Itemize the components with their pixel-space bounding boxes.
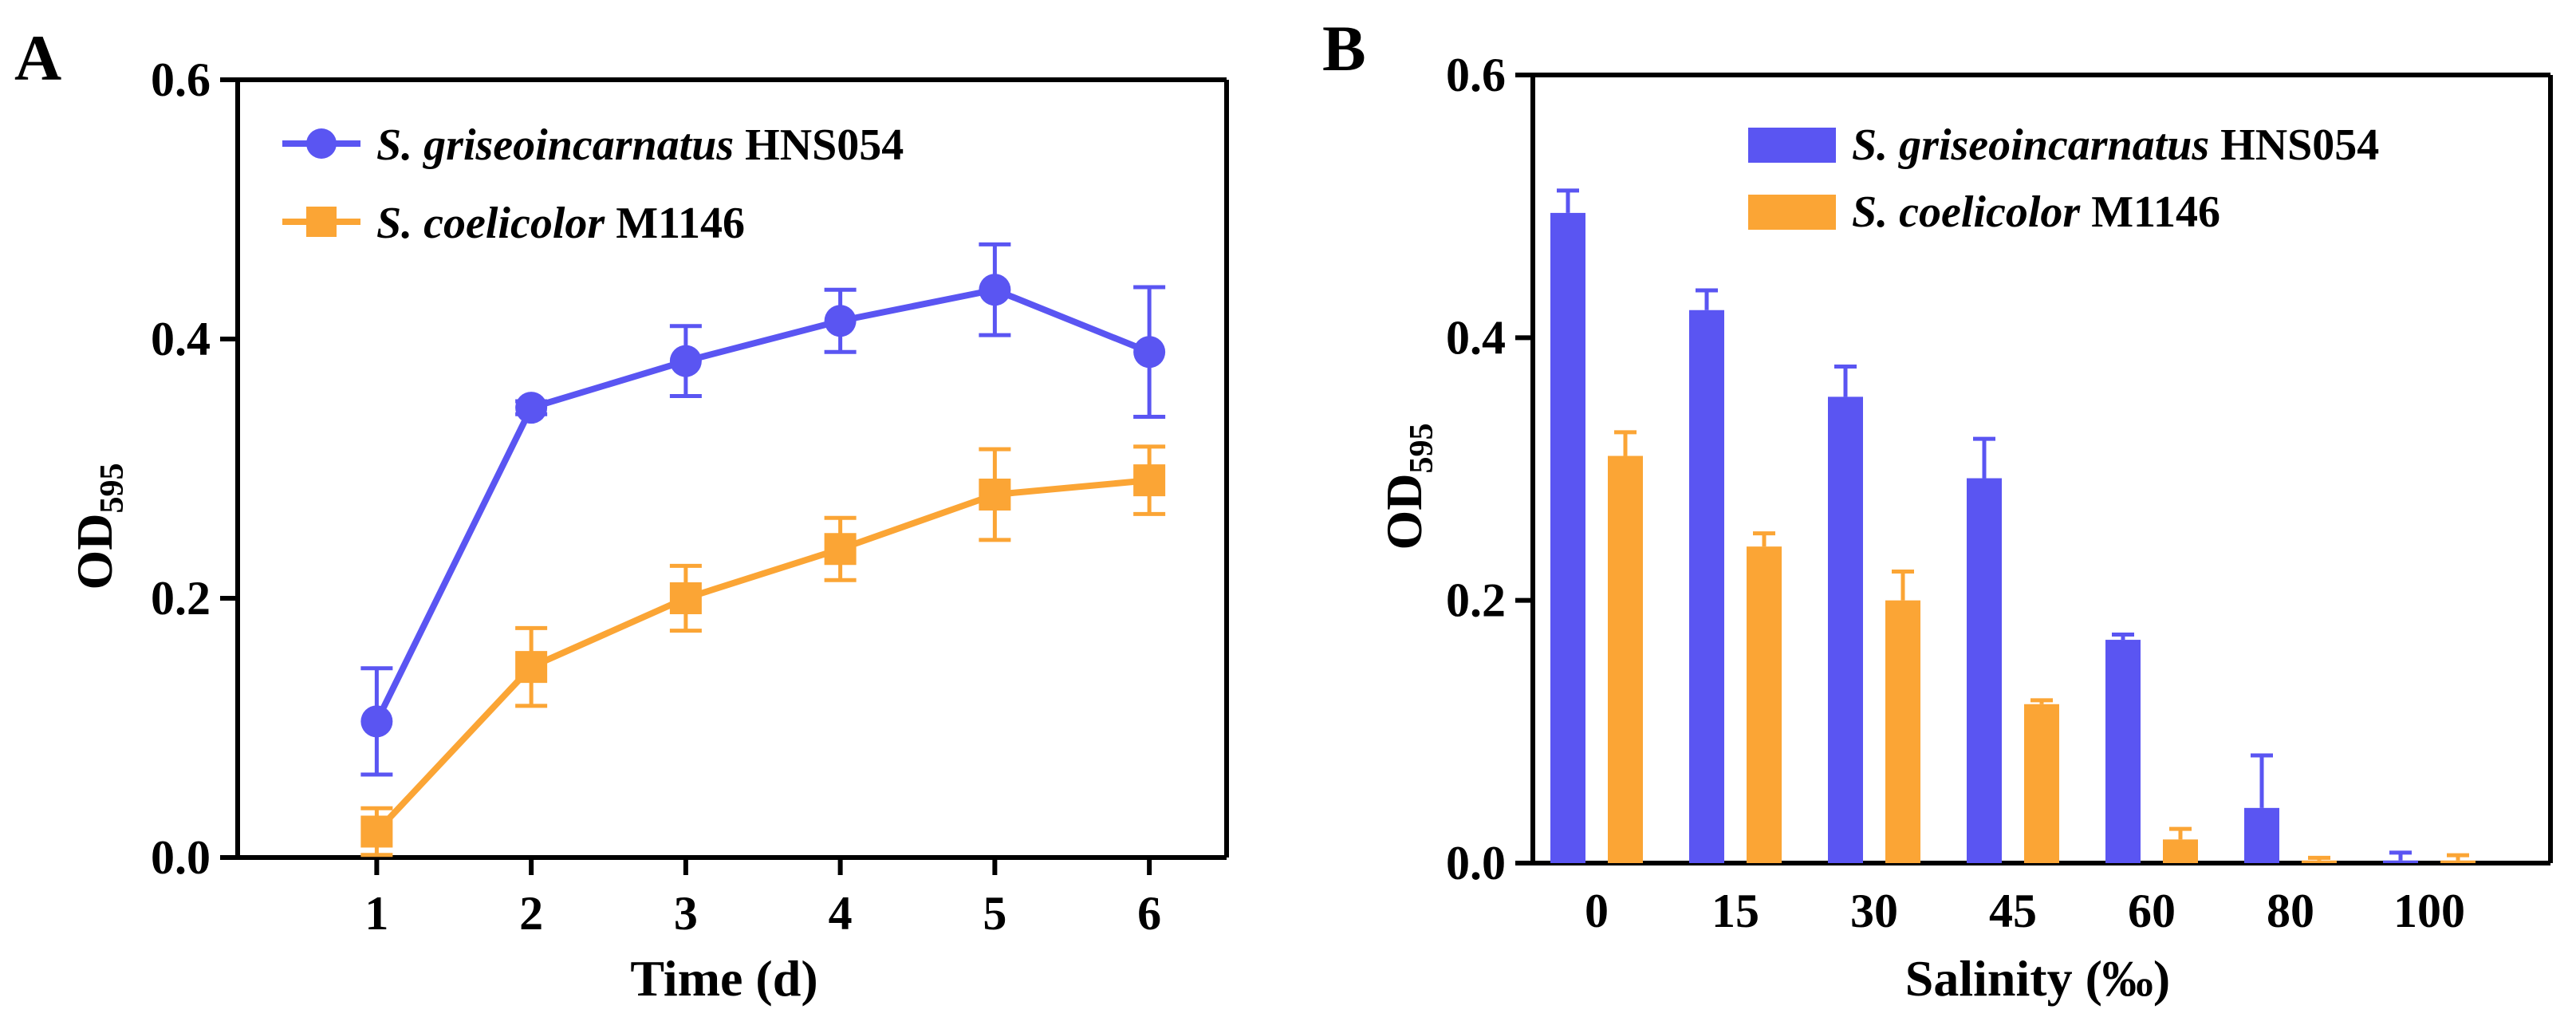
panel-b-legend-label-1: S. griseoincarnatus HNS054 [1852, 120, 2379, 170]
panel-a-legend-item-2: S. coelicolor M1146 [282, 199, 745, 248]
panel-b-x-tick-label: 45 [1989, 885, 2037, 937]
panel-b-legend-label-2-rest: M1146 [2080, 187, 2220, 237]
panel-b-x-tick-label: 80 [2267, 885, 2314, 937]
panel-b-bar-series-1 [1967, 478, 2002, 863]
panel-b-legend-swatch-2 [1748, 195, 1836, 230]
panel-a-line-chart: A 0.0 0.2 0.4 0.6 1 2 3 4 5 6 Time (d) OD595 S. g… [14, 22, 1229, 1007]
panel-b-y-axis-title: OD595 [1376, 424, 1440, 550]
panel-a-data-point [1133, 336, 1166, 369]
panel-a-x-tick-label: 2 [519, 887, 543, 940]
panel-b-bar-series-1 [1828, 396, 1863, 863]
panel-b-bar-series-2 [2302, 860, 2337, 863]
panel-b-x-tick-label: 30 [1850, 885, 1898, 937]
panel-a-legend: S. griseoincarnatus HNS054 S. coelicolor… [282, 120, 904, 248]
panel-a-series-line-2 [374, 477, 1150, 834]
panel-b-bar-series-1 [2105, 640, 2141, 863]
panel-b-bar-series-2 [2024, 704, 2059, 863]
panel-b-bar-series-2 [2440, 860, 2476, 863]
panel-b-plot: 0.0 0.2 0.4 0.6 0 15 30 45 60 80 100 [1446, 49, 2553, 937]
panel-b-bar-series-2 [2163, 839, 2198, 863]
panel-a-data-point [515, 392, 548, 424]
panel-a-legend-item-1: S. griseoincarnatus HNS054 [282, 120, 904, 170]
panel-b-y-tick-label: 0.0 [1446, 837, 1506, 889]
panel-b-bar-series-1 [1550, 212, 1585, 863]
panel-a-data-point [979, 274, 1011, 306]
panel-a-x-axis-title: Time (d) [630, 950, 817, 1007]
panel-a-data-point [515, 651, 548, 684]
panel-a-legend-label-1-rest: HNS054 [734, 120, 904, 170]
panel-b-bar-series-1 [1689, 310, 1724, 864]
panel-a-y-tick-label: 0.0 [151, 831, 211, 884]
panel-b-legend-item-2: S. coelicolor M1146 [1748, 187, 2220, 237]
panel-a-plot: 0.0 0.2 0.4 0.6 1 2 3 4 5 6 [151, 53, 1229, 940]
panel-a-data-point [979, 479, 1011, 511]
panel-b-legend-label-2: S. coelicolor M1146 [1852, 187, 2220, 237]
panel-a-legend-label-1: S. griseoincarnatus HNS054 [376, 120, 904, 170]
panel-b-bar-chart: B 0.0 0.2 0.4 0.6 0 15 30 45 60 80 100 Salinity (‰… [1322, 12, 2553, 1007]
panel-a-legend-marker-1 [306, 128, 337, 159]
panel-a-y-axis-title-main: OD [66, 514, 123, 590]
panel-a-x-tick-label: 6 [1137, 887, 1161, 940]
panel-b-legend: S. griseoincarnatus HNS054 S. coelicolor… [1748, 120, 2379, 237]
panel-b-bar-series-2 [1608, 455, 1643, 863]
panel-b-y-tick-label: 0.4 [1446, 311, 1506, 364]
panel-b-legend-swatch-1 [1748, 128, 1836, 163]
panel-a-y-axis-title: OD595 [66, 463, 131, 590]
panel-a-legend-label-1-italic: S. griseoincarnatus [376, 120, 734, 170]
panel-b-bar-series-1 [2244, 807, 2279, 863]
panel-b-legend-label-2-italic: S. coelicolor [1852, 187, 2081, 237]
panel-a-data-point [360, 815, 393, 848]
panel-b-y-axis-title-main: OD [1376, 474, 1432, 550]
panel-a-series-line-1 [373, 286, 1151, 723]
panel-a-y-tick-label: 0.6 [151, 53, 211, 106]
panel-b-legend-label-1-rest: HNS054 [2209, 120, 2379, 170]
panel-b-x-tick-label: 15 [1711, 885, 1759, 937]
panel-b-label: B [1322, 12, 1366, 85]
panel-a-x-tick-label: 1 [364, 887, 388, 940]
panel-b-legend-item-1: S. griseoincarnatus HNS054 [1748, 120, 2379, 170]
panel-a-legend-label-2-italic: S. coelicolor [376, 199, 605, 248]
panel-b-y-tick-label: 0.2 [1446, 574, 1506, 627]
panel-b-x-tick-label: 0 [1585, 885, 1609, 937]
panel-a-data-point [669, 582, 702, 614]
panel-a-y-tick-label: 0.2 [151, 572, 211, 625]
panel-b-x-tick-label: 100 [2393, 885, 2465, 937]
panel-b-x-tick-label: 60 [2128, 885, 2176, 937]
panel-b-bar-series-1 [2383, 860, 2418, 863]
panel-b-y-tick-label: 0.6 [1446, 49, 1506, 101]
panel-b-y-axis-title-subscript: 595 [1404, 424, 1440, 474]
panel-b-legend-label-1-italic: S. griseoincarnatus [1852, 120, 2209, 170]
panel-a-y-tick-label: 0.4 [151, 313, 211, 365]
panel-a-data-point [1133, 464, 1166, 497]
panel-a-label: A [14, 22, 61, 94]
panel-a-x-tick-label: 5 [983, 887, 1006, 940]
panel-a-data-point [360, 705, 393, 738]
panel-b-bar-series-2 [1747, 546, 1782, 863]
panel-a-data-point [824, 305, 857, 337]
panel-a-data-point [669, 345, 702, 377]
panel-a-y-axis-title-subscript: 595 [94, 463, 131, 514]
panel-a-legend-marker-2 [306, 207, 337, 237]
panel-a-data-point [824, 533, 857, 566]
panel-b-x-axis-title: Salinity (‰) [1905, 950, 2170, 1007]
panel-a-legend-label-2-rest: M1146 [605, 199, 745, 248]
panel-a-legend-label-2: S. coelicolor M1146 [376, 199, 745, 248]
panel-a-x-tick-label: 3 [674, 887, 698, 940]
panel-b-bar-series-2 [1885, 600, 1920, 863]
panel-a-x-tick-label: 4 [829, 887, 853, 940]
